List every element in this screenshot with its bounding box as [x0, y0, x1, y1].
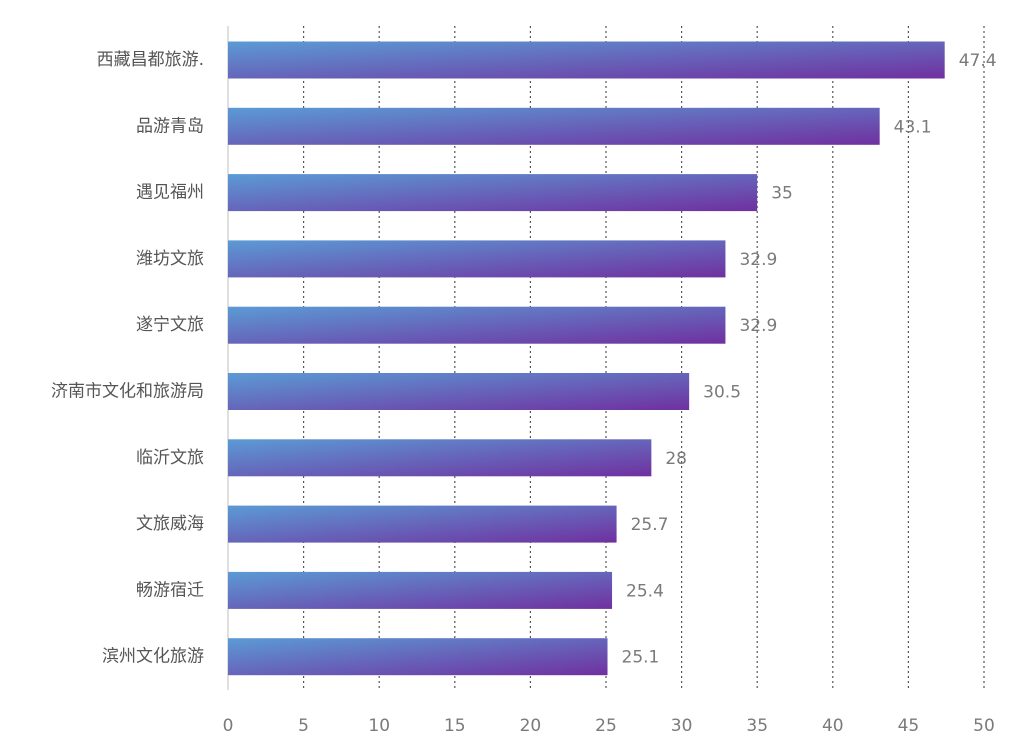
bar: [228, 638, 608, 676]
bar: [228, 306, 726, 344]
category-label: 文旅威海: [136, 514, 204, 534]
bars: [228, 41, 945, 676]
value-labels: 47.4 43.1 35 32.9 32.9 30.5 28 25.7 25.4 25.1: [622, 51, 997, 668]
value-label: 30.5: [703, 383, 741, 403]
x-tick-label: 10: [368, 716, 390, 736]
bar: [228, 41, 945, 79]
value-label: 35: [771, 184, 793, 204]
x-tick-label: 25: [595, 716, 617, 736]
category-label: 临沂文旅: [136, 448, 204, 468]
category-label: 遂宁文旅: [136, 315, 204, 335]
bar: [228, 107, 880, 145]
x-tick-label: 5: [298, 716, 309, 736]
category-label: 品游青岛: [136, 116, 204, 136]
x-tick-label: 45: [898, 716, 920, 736]
category-label: 遇见福州: [136, 183, 204, 203]
category-label: 济南市文化和旅游局: [51, 382, 204, 402]
bar: [228, 174, 758, 212]
x-tick-label: 20: [520, 716, 542, 736]
x-tick-label: 15: [444, 716, 466, 736]
value-label: 47.4: [959, 51, 997, 71]
x-tick-label: 35: [746, 716, 768, 736]
category-label: 潍坊文旅: [136, 249, 204, 269]
x-tick-label: 50: [973, 716, 995, 736]
bar: [228, 240, 726, 278]
category-label: 畅游宿迁: [136, 580, 204, 600]
bar: [228, 373, 690, 410]
x-tick-labels: 0 5 10 15 20 25 30 35 40 45 50: [223, 716, 995, 736]
value-label: 32.9: [739, 316, 777, 336]
x-tick-label: 40: [822, 716, 844, 736]
value-label: 28: [665, 449, 687, 469]
value-label: 43.1: [894, 117, 932, 137]
value-label: 25.1: [622, 648, 660, 668]
value-label: 25.7: [631, 515, 669, 535]
x-tick-label: 0: [223, 716, 234, 736]
bar: [228, 505, 617, 543]
category-label: 西藏昌都旅游.: [97, 50, 204, 70]
category-labels: 西藏昌都旅游. 品游青岛遇见福州潍坊文旅遂宁文旅济南市文化和旅游局临沂文旅文旅威海…: [51, 50, 204, 667]
value-label: 32.9: [739, 250, 777, 270]
category-label: 滨州文化旅游: [102, 647, 204, 667]
x-tick-label: 30: [671, 716, 693, 736]
bar: [228, 439, 652, 477]
bar: [228, 571, 613, 609]
value-label: 25.4: [626, 581, 664, 601]
